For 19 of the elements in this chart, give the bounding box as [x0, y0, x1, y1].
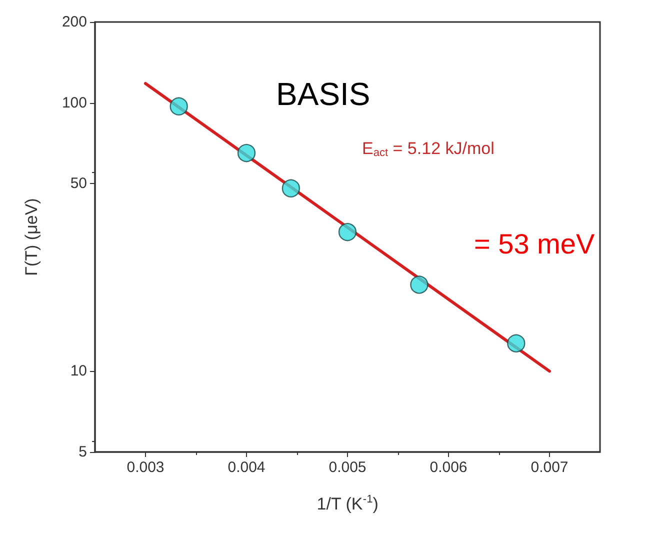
- point: [410, 276, 428, 294]
- y-tick-label: 200: [62, 14, 87, 30]
- point: [170, 97, 188, 116]
- point: [282, 179, 300, 198]
- annotation: = 53 meV: [474, 228, 595, 260]
- annotation: BASIS: [276, 76, 370, 112]
- x-tick-label: 0.004: [228, 459, 266, 476]
- y-tick-label: 50: [70, 175, 87, 192]
- x-tick-label: 0.006: [430, 459, 468, 476]
- point: [507, 334, 526, 352]
- y-tick-label: 5: [78, 444, 87, 460]
- y-axis-title: Γ(T) (μeV): [22, 198, 41, 276]
- y-tick-label: 100: [62, 94, 87, 112]
- x-tick-label: 0.003: [126, 459, 164, 476]
- point: [237, 144, 256, 162]
- x-tick-label: 0.007: [530, 459, 568, 476]
- y-tick-label: 10: [70, 362, 87, 380]
- x-tick-label: 0.005: [328, 459, 366, 476]
- point: [338, 222, 357, 242]
